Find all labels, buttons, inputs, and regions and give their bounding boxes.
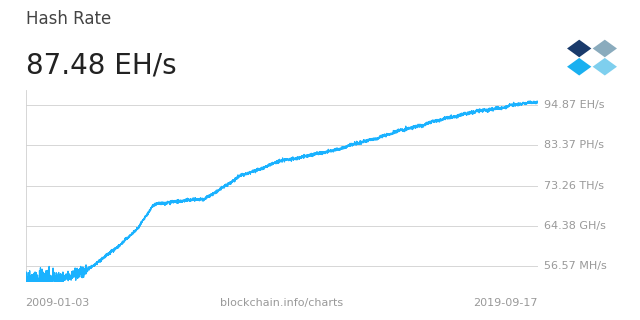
Text: 73.26 TH/s: 73.26 TH/s [544,180,604,191]
Text: blockchain.info/charts: blockchain.info/charts [220,298,343,308]
Text: 2019-09-17: 2019-09-17 [473,298,538,308]
Text: Hash Rate: Hash Rate [26,10,111,28]
Text: 56.57 MH/s: 56.57 MH/s [544,261,607,271]
Text: 94.87 EH/s: 94.87 EH/s [544,100,605,110]
Text: 83.37 PH/s: 83.37 PH/s [544,140,604,150]
Text: 2009-01-03: 2009-01-03 [26,298,90,308]
Text: 64.38 GH/s: 64.38 GH/s [544,221,606,231]
Text: 87.48 EH/s: 87.48 EH/s [26,51,176,79]
